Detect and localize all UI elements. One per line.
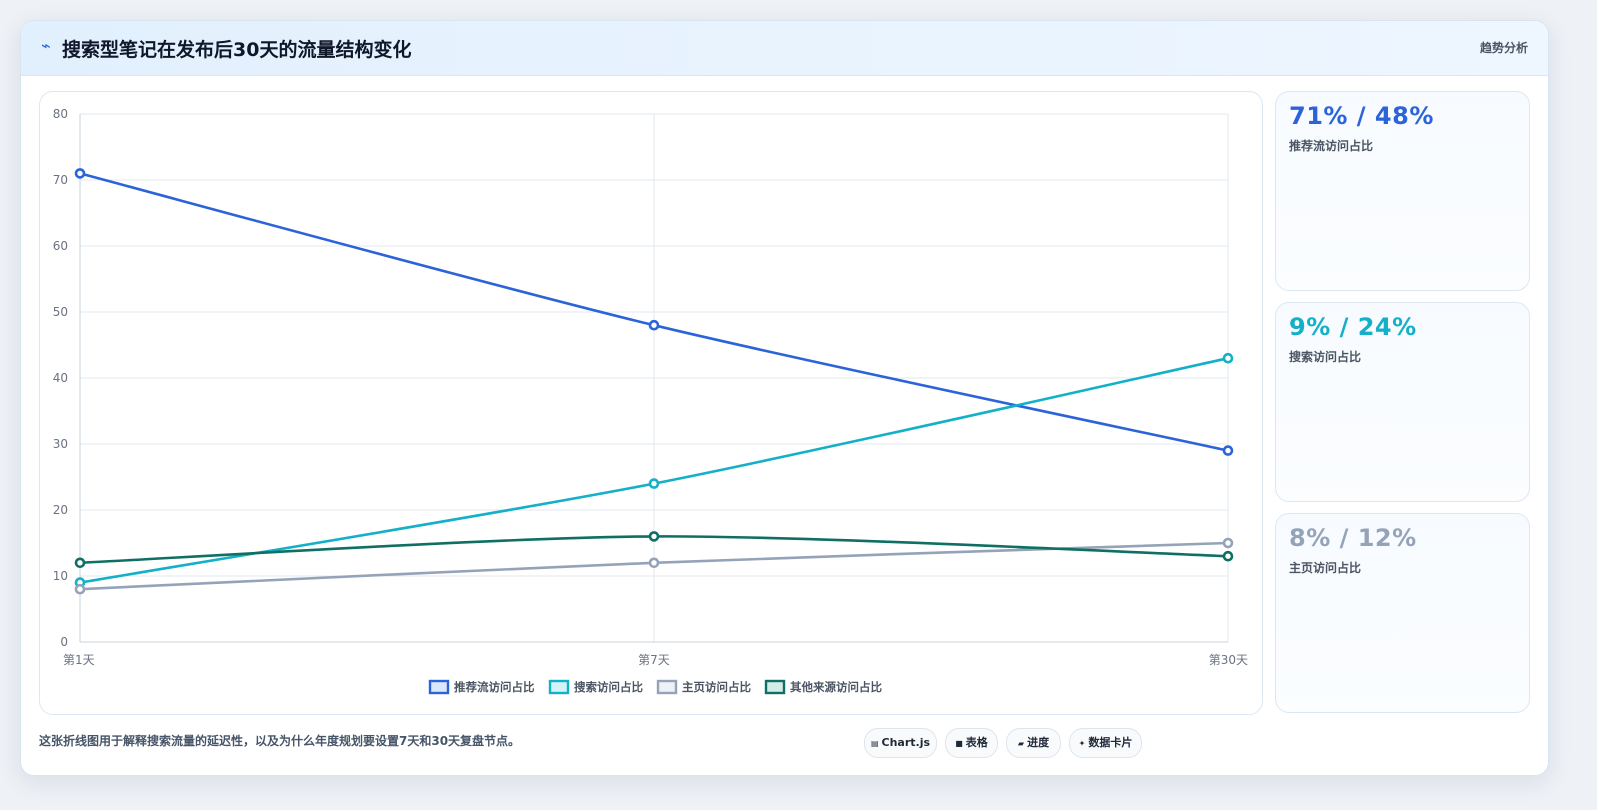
legend-swatch <box>548 679 570 695</box>
x-tick-label: 第30天 <box>1209 653 1248 667</box>
trend-analysis-badge: 趋势分析 <box>1479 41 1528 55</box>
chip-label: 数据卡片 <box>1088 736 1133 749</box>
chip-label: 进度 <box>1027 736 1050 749</box>
stat-card-search: 9% / 24% 搜索访问占比 <box>1275 302 1530 502</box>
stat-label: 搜索访问占比 <box>1289 350 1362 364</box>
y-tick-label: 70 <box>53 173 68 187</box>
legend-label: 推荐流访问占比 <box>454 680 535 694</box>
chip-label: 表格 <box>965 736 988 749</box>
legend-swatch <box>764 679 786 695</box>
data-point <box>648 319 660 331</box>
y-tick-label: 40 <box>53 371 68 385</box>
legend-swatch <box>656 679 678 695</box>
chart-icon: ▤ <box>870 739 879 748</box>
chart-footnote: 这张折线图用于解释搜索流量的延迟性，以及为什么年度规划要设置7天和30天复盘节点… <box>39 734 521 748</box>
data-point <box>1222 550 1234 562</box>
data-point <box>648 557 660 569</box>
y-tick-label: 10 <box>53 569 68 583</box>
stat-value: 9% / 24% <box>1289 313 1417 341</box>
y-tick-label: 60 <box>53 239 68 253</box>
chip-table[interactable]: ■ 表格 <box>945 728 998 758</box>
data-point <box>74 168 86 179</box>
stat-label: 主页访问占比 <box>1289 561 1362 575</box>
y-tick-label: 0 <box>60 635 68 649</box>
legend-swatch <box>428 679 450 695</box>
trend-icon: ⌁ <box>41 36 51 55</box>
data-point <box>1222 445 1234 456</box>
card-header: ⌁ 搜索型笔记在发布后30天的流量结构变化 趋势分析 <box>21 21 1548 76</box>
y-tick-label: 30 <box>53 437 68 451</box>
data-point <box>648 531 660 542</box>
y-tick-label: 80 <box>53 107 68 121</box>
stat-card-homepage: 8% / 12% 主页访问占比 <box>1275 513 1530 713</box>
table-icon: ■ <box>955 739 963 748</box>
chip-data-card[interactable]: ✦ 数据卡片 <box>1069 728 1142 758</box>
data-point <box>1222 352 1234 364</box>
legend-label: 其他来源访问占比 <box>790 680 882 694</box>
chip-label: Chart.js <box>881 736 931 749</box>
x-tick-label: 第7天 <box>638 653 670 667</box>
stat-label: 推荐流访问占比 <box>1289 139 1374 153</box>
x-tick-label: 第1天 <box>63 653 95 667</box>
stat-value: 71% / 48% <box>1289 102 1434 130</box>
stat-card-recommend: 71% / 48% 推荐流访问占比 <box>1275 91 1530 291</box>
data-point <box>1222 537 1234 549</box>
y-tick-label: 20 <box>53 503 68 517</box>
chart-panel: 0 10 20 30 40 50 60 70 80 第1天 第7天 第30天推荐流访问占比 搜索访问占比… <box>39 91 1263 715</box>
page-title: 搜索型笔记在发布后30天的流量结构变化 <box>62 39 412 61</box>
chip-progress[interactable]: ▰ 进度 <box>1006 728 1061 758</box>
legend-label: 主页访问占比 <box>682 680 751 694</box>
data-point <box>74 557 86 569</box>
legend-label: 搜索访问占比 <box>574 680 643 694</box>
chip-chartjs[interactable]: ▤ Chart.js <box>864 728 937 758</box>
data-point <box>648 478 660 489</box>
sparkle-icon: ✦ <box>1078 739 1086 748</box>
chart-card: ⌁ 搜索型笔记在发布后30天的流量结构变化 趋势分析 0 10 20 30 40 50 60… <box>20 20 1549 776</box>
data-point <box>74 583 86 595</box>
stat-value: 8% / 12% <box>1289 524 1417 552</box>
y-tick-label: 50 <box>53 305 68 319</box>
progress-icon: ▰ <box>1017 739 1025 748</box>
